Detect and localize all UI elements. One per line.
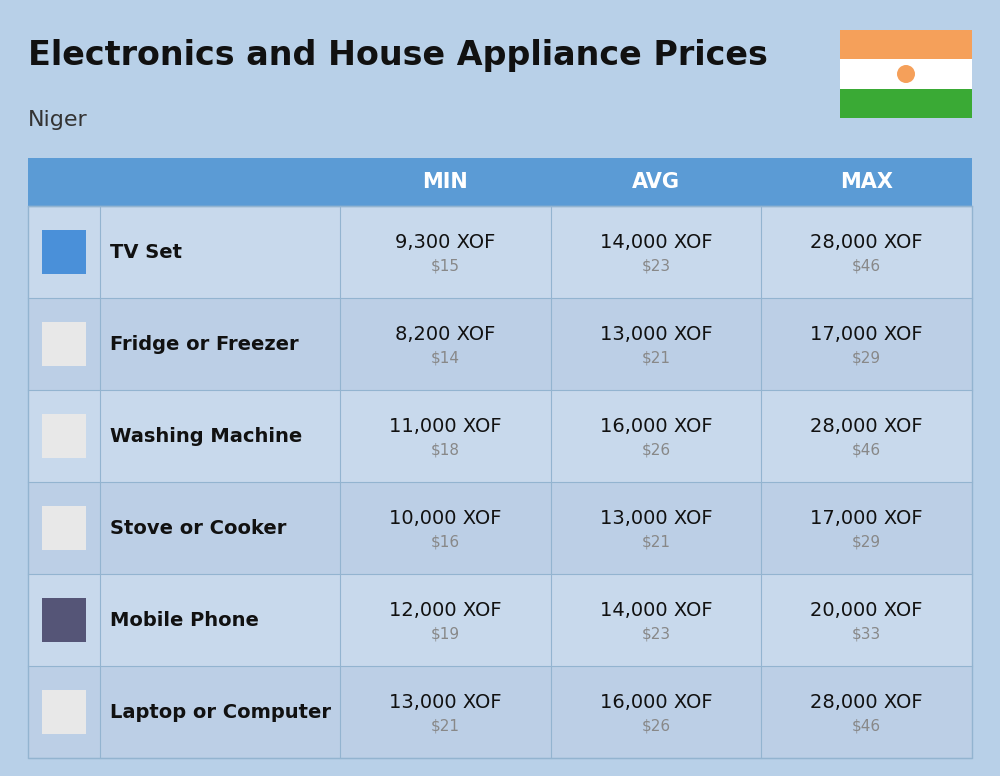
Text: AVG: AVG bbox=[632, 172, 680, 192]
Text: 9,300 XOF: 9,300 XOF bbox=[395, 234, 496, 252]
Text: Niger: Niger bbox=[28, 110, 88, 130]
Text: $18: $18 bbox=[431, 442, 460, 458]
Text: $29: $29 bbox=[852, 351, 881, 365]
Text: $26: $26 bbox=[641, 719, 671, 733]
Bar bbox=[28, 482, 972, 574]
Text: 13,000 XOF: 13,000 XOF bbox=[600, 510, 712, 528]
Bar bbox=[42, 414, 86, 458]
Text: $15: $15 bbox=[431, 258, 460, 273]
Text: $46: $46 bbox=[852, 258, 881, 273]
Text: $14: $14 bbox=[431, 351, 460, 365]
Bar bbox=[42, 322, 86, 366]
Text: $29: $29 bbox=[852, 535, 881, 549]
Text: Stove or Cooker: Stove or Cooker bbox=[110, 518, 286, 538]
Text: 13,000 XOF: 13,000 XOF bbox=[600, 325, 712, 345]
Bar bbox=[28, 158, 972, 206]
Bar bbox=[28, 298, 972, 390]
Bar bbox=[42, 690, 86, 734]
Text: 8,200 XOF: 8,200 XOF bbox=[395, 325, 496, 345]
Text: 16,000 XOF: 16,000 XOF bbox=[600, 417, 712, 436]
Bar bbox=[28, 206, 972, 298]
Text: $33: $33 bbox=[852, 626, 881, 642]
Text: Electronics and House Appliance Prices: Electronics and House Appliance Prices bbox=[28, 39, 768, 71]
Text: $23: $23 bbox=[641, 626, 671, 642]
Text: TV Set: TV Set bbox=[110, 242, 182, 262]
Text: 13,000 XOF: 13,000 XOF bbox=[389, 694, 502, 712]
Text: 17,000 XOF: 17,000 XOF bbox=[810, 510, 923, 528]
Text: 16,000 XOF: 16,000 XOF bbox=[600, 694, 712, 712]
Text: MAX: MAX bbox=[840, 172, 893, 192]
Text: 12,000 XOF: 12,000 XOF bbox=[389, 601, 502, 621]
Bar bbox=[42, 230, 86, 274]
Text: $46: $46 bbox=[852, 442, 881, 458]
Text: $16: $16 bbox=[431, 535, 460, 549]
Text: $23: $23 bbox=[641, 258, 671, 273]
Bar bbox=[28, 206, 972, 758]
Text: $21: $21 bbox=[642, 351, 670, 365]
Text: $19: $19 bbox=[431, 626, 460, 642]
Text: Laptop or Computer: Laptop or Computer bbox=[110, 702, 331, 722]
Text: Washing Machine: Washing Machine bbox=[110, 427, 302, 445]
Text: 14,000 XOF: 14,000 XOF bbox=[600, 234, 712, 252]
Bar bbox=[42, 598, 86, 642]
Circle shape bbox=[897, 65, 915, 83]
Bar bbox=[840, 59, 972, 88]
Text: $46: $46 bbox=[852, 719, 881, 733]
Text: Mobile Phone: Mobile Phone bbox=[110, 611, 259, 629]
Text: 14,000 XOF: 14,000 XOF bbox=[600, 601, 712, 621]
Text: MIN: MIN bbox=[422, 172, 468, 192]
Text: 28,000 XOF: 28,000 XOF bbox=[810, 417, 923, 436]
Bar bbox=[42, 506, 86, 550]
Text: 11,000 XOF: 11,000 XOF bbox=[389, 417, 502, 436]
Text: $21: $21 bbox=[431, 719, 460, 733]
Text: $26: $26 bbox=[641, 442, 671, 458]
Text: 10,000 XOF: 10,000 XOF bbox=[389, 510, 502, 528]
Bar bbox=[28, 390, 972, 482]
Text: 28,000 XOF: 28,000 XOF bbox=[810, 234, 923, 252]
Text: 17,000 XOF: 17,000 XOF bbox=[810, 325, 923, 345]
Text: Fridge or Freezer: Fridge or Freezer bbox=[110, 334, 299, 354]
Bar bbox=[28, 666, 972, 758]
Text: $21: $21 bbox=[642, 535, 670, 549]
Bar bbox=[840, 88, 972, 118]
Bar bbox=[28, 574, 972, 666]
Bar bbox=[840, 30, 972, 59]
Text: 28,000 XOF: 28,000 XOF bbox=[810, 694, 923, 712]
Text: 20,000 XOF: 20,000 XOF bbox=[810, 601, 923, 621]
